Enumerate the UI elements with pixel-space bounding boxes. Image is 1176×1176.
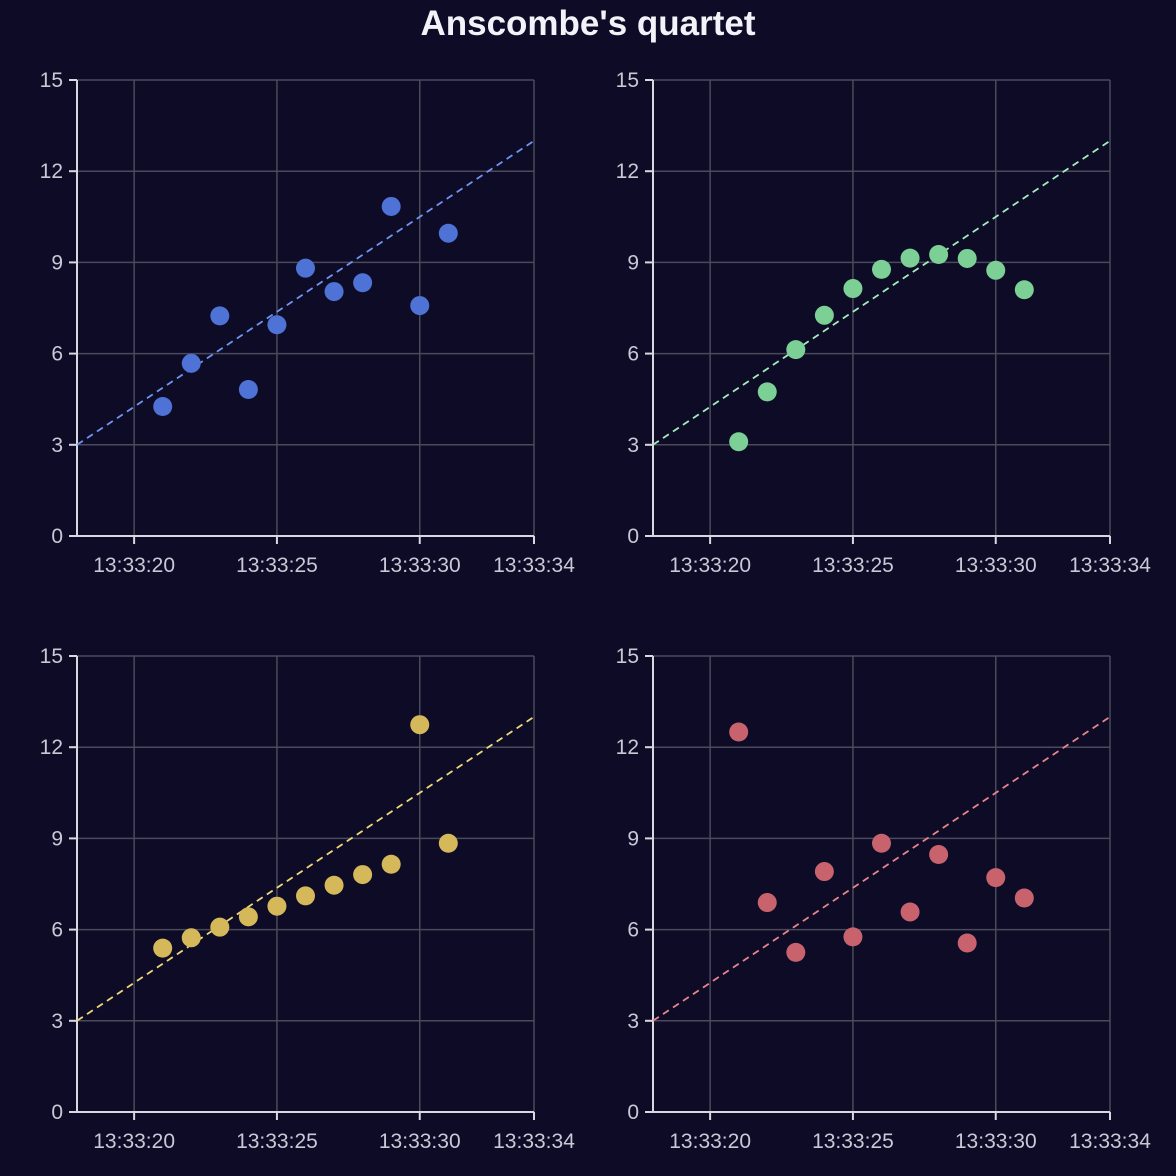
data-point	[324, 282, 344, 302]
data-point	[153, 938, 173, 958]
x-tick-label: 13:33:20	[93, 1130, 175, 1153]
scatter-panel-4: 0 3 6 9 12 15 13:33:20 13:33:25 13:33:30 13:33:34	[616, 645, 1152, 1153]
data-point	[729, 432, 749, 452]
y-tick-label: 15	[616, 69, 639, 92]
y-tick-label: 0	[51, 1101, 63, 1124]
data-point	[238, 379, 258, 399]
data-point	[900, 248, 920, 268]
trend-line	[76, 140, 535, 446]
x-tick-label: 13:33:20	[669, 1130, 751, 1153]
data-point	[267, 315, 287, 335]
y-tick-label: 6	[627, 343, 639, 366]
data-point	[929, 244, 949, 264]
data-point	[381, 196, 401, 216]
trend-line	[652, 716, 1111, 1022]
data-point	[267, 896, 287, 916]
data-point	[786, 340, 806, 360]
x-tick-label: 13:33:25	[236, 1130, 318, 1153]
data-point	[438, 223, 458, 243]
y-tick-label: 15	[40, 645, 63, 668]
data-point	[153, 396, 173, 416]
data-point	[843, 927, 863, 947]
data-point	[181, 353, 201, 373]
x-tick-label: 13:33:34	[1069, 554, 1151, 577]
data-point	[296, 258, 315, 278]
x-tick-label: 13:33:30	[955, 1130, 1037, 1153]
y-tick-label: 15	[40, 69, 63, 92]
data-point	[843, 279, 863, 299]
data-point	[410, 296, 430, 316]
data-point	[986, 260, 1006, 280]
trend-line	[652, 140, 1111, 446]
x-tick-label: 13:33:30	[379, 1130, 461, 1153]
y-tick-label: 6	[627, 919, 639, 942]
data-point	[929, 845, 949, 865]
data-point	[238, 907, 258, 927]
data-point	[957, 248, 977, 268]
data-point	[353, 865, 373, 885]
data-point	[296, 886, 315, 906]
data-point	[381, 854, 401, 874]
x-tick-label: 13:33:25	[812, 554, 894, 577]
data-point	[729, 722, 749, 742]
data-point	[438, 833, 458, 853]
x-tick-label: 13:33:30	[955, 554, 1037, 577]
scatter-panel-3: 0 3 6 9 12 15 13:33:20 13:33:25 13:33:30 13:33:34	[40, 645, 576, 1153]
y-tick-label: 12	[40, 736, 63, 759]
x-tick-label: 13:33:34	[1069, 1130, 1151, 1153]
data-point	[757, 893, 777, 913]
y-tick-label: 3	[51, 1010, 63, 1033]
y-tick-label: 0	[51, 525, 63, 548]
y-tick-label: 0	[627, 525, 639, 548]
y-tick-label: 3	[51, 434, 63, 457]
y-tick-label: 9	[627, 827, 639, 850]
data-point	[900, 902, 920, 922]
data-point	[324, 875, 344, 895]
y-tick-label: 9	[627, 251, 639, 274]
data-point	[814, 862, 834, 882]
data-point	[957, 933, 977, 953]
scatter-panel-1: 0 3 6 9 12 15 13:33:20 13:33:25 13:33:30 13:33:34	[40, 69, 576, 577]
x-tick-label: 13:33:25	[236, 554, 318, 577]
data-point	[872, 259, 891, 279]
page-title: Anscombe's quartet	[420, 4, 756, 43]
data-point	[1014, 280, 1034, 300]
data-point	[1014, 888, 1034, 908]
y-tick-label: 9	[51, 827, 63, 850]
y-tick-label: 6	[51, 343, 63, 366]
data-point	[814, 305, 834, 325]
x-tick-label: 13:33:30	[379, 554, 461, 577]
y-tick-label: 6	[51, 919, 63, 942]
y-tick-label: 3	[627, 434, 639, 457]
y-tick-label: 15	[616, 645, 639, 668]
x-tick-label: 13:33:34	[493, 1130, 575, 1153]
y-tick-label: 12	[616, 160, 639, 183]
y-tick-label: 12	[40, 160, 63, 183]
data-point	[181, 928, 201, 948]
data-point	[353, 273, 373, 293]
y-tick-label: 9	[51, 251, 63, 274]
trend-line	[76, 716, 535, 1022]
data-point	[410, 715, 430, 735]
x-tick-label: 13:33:20	[93, 554, 175, 577]
x-tick-label: 13:33:25	[812, 1130, 894, 1153]
x-tick-label: 13:33:20	[669, 554, 751, 577]
data-point	[986, 868, 1006, 888]
y-tick-label: 12	[616, 736, 639, 759]
data-point	[210, 917, 230, 937]
data-point	[757, 382, 777, 402]
y-tick-label: 0	[627, 1101, 639, 1124]
data-point	[872, 833, 891, 853]
scatter-panel-2: 0 3 6 9 12 15 13:33:20 13:33:25 13:33:30 13:33:34	[616, 69, 1152, 577]
data-point	[786, 942, 806, 962]
x-tick-label: 13:33:34	[493, 554, 575, 577]
data-point	[210, 306, 230, 326]
y-tick-label: 3	[627, 1010, 639, 1033]
